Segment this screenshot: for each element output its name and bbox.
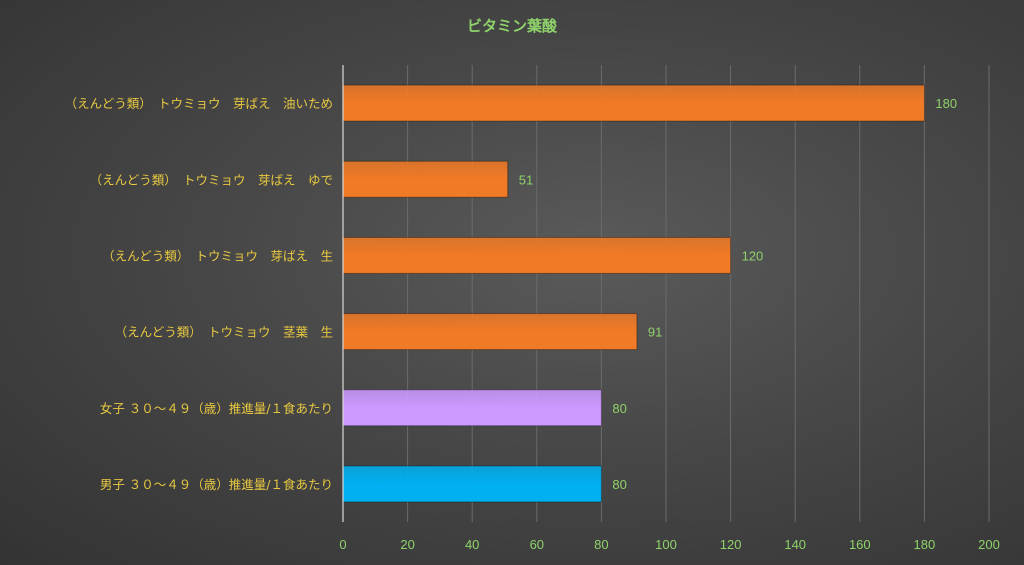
data-label: 80	[612, 477, 626, 492]
data-label: 91	[648, 325, 662, 340]
x-tick-label: 160	[849, 537, 871, 552]
x-tick-label: 60	[530, 537, 544, 552]
x-tick-label: 20	[400, 537, 414, 552]
data-labels: 180 51 120 91 80 80	[519, 96, 957, 492]
bar	[342, 389, 602, 427]
chart-title: ビタミン葉酸	[467, 17, 558, 35]
x-tick-labels: 0 20 40 60 80 100 120 140 160 180 200	[339, 537, 999, 552]
category-label: 男子 ３０～４９（歳）推進量/１食あたり	[100, 477, 333, 492]
category-labels: （えんどう類） トウミョウ 芽ばえ 油いため （えんどう類） トウミョウ 芽ばえ …	[65, 96, 333, 492]
category-label: （えんどう類） トウミョウ 芽ばえ ゆで	[90, 172, 333, 187]
x-tick-label: 100	[655, 537, 677, 552]
category-label: （えんどう類） トウミョウ 芽ばえ 生	[102, 248, 333, 263]
gridlines	[407, 65, 990, 522]
x-tick-label: 80	[594, 537, 608, 552]
x-tick-label: 140	[784, 537, 806, 552]
category-label: （えんどう類） トウミョウ 芽ばえ 油いため	[65, 96, 333, 111]
bars	[342, 84, 925, 503]
bar	[342, 236, 732, 274]
data-label: 51	[519, 172, 533, 187]
x-tick-label: 200	[978, 537, 1000, 552]
data-label: 120	[742, 248, 764, 263]
x-tick-label: 180	[914, 537, 936, 552]
x-tick-label: 40	[465, 537, 479, 552]
bar	[342, 160, 509, 198]
x-tick-label: 120	[720, 537, 742, 552]
data-label: 180	[935, 96, 957, 111]
bar	[342, 84, 925, 122]
bar	[342, 465, 602, 503]
x-tick-label: 0	[339, 537, 346, 552]
category-label: （えんどう類） トウミョウ 茎葉 生	[115, 325, 333, 340]
bar	[342, 313, 638, 351]
data-label: 80	[612, 401, 626, 416]
category-label: 女子 ３０～４９（歳）推進量/１食あたり	[100, 401, 333, 416]
